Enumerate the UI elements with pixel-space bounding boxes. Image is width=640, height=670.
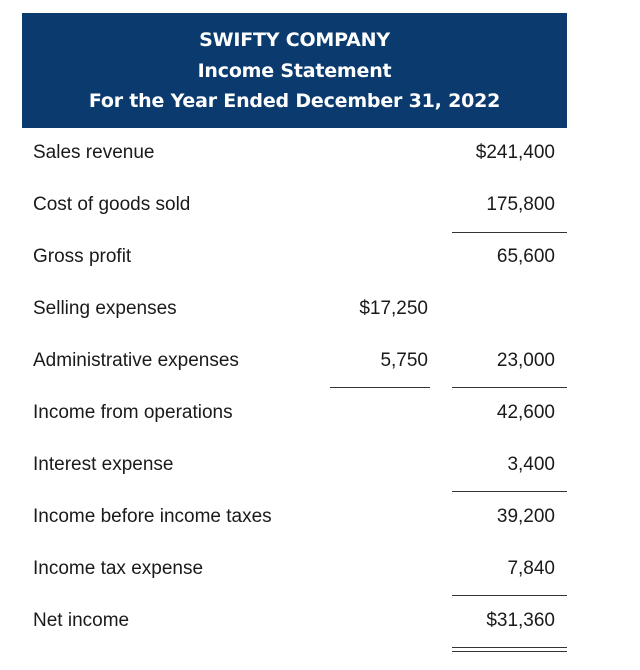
underline-admin-sub <box>330 387 430 388</box>
company-name: SWIFTY COMPANY <box>199 29 390 51</box>
row-gross-profit: Gross profit 65,600 <box>22 232 567 284</box>
statement-header: SWIFTY COMPANY Income Statement For the … <box>22 13 567 128</box>
row-total: 3,400 <box>507 454 555 475</box>
row-total: 23,000 <box>496 350 555 371</box>
row-net-income: Net income $31,360 <box>22 596 567 648</box>
row-income-from-operations: Income from operations 42,600 <box>22 388 567 440</box>
statement-title: Income Statement <box>197 60 392 82</box>
row-income-before-taxes: Income before income taxes 39,200 <box>22 492 567 544</box>
row-label: Administrative expenses <box>33 350 239 371</box>
double-underline-net-income <box>452 647 567 652</box>
row-label: Income before income taxes <box>33 506 272 527</box>
underline-admin-total <box>452 387 567 388</box>
row-total: 42,600 <box>496 402 555 423</box>
underline-interest <box>452 491 567 492</box>
row-label: Net income <box>33 610 130 631</box>
row-income-tax-expense: Income tax expense 7,840 <box>22 544 567 596</box>
row-subamount: $17,250 <box>359 298 428 319</box>
row-interest-expense: Interest expense 3,400 <box>22 440 567 492</box>
row-sales-revenue: Sales revenue $241,400 <box>22 128 567 180</box>
row-total: $241,400 <box>475 142 555 163</box>
row-total: 175,800 <box>486 194 555 215</box>
row-label: Gross profit <box>33 246 132 267</box>
row-label: Income from operations <box>33 402 233 423</box>
underline-tax <box>452 595 567 596</box>
row-label: Sales revenue <box>33 142 155 163</box>
row-subamount: 5,750 <box>380 350 428 371</box>
statement-period: For the Year Ended December 31, 2022 <box>88 90 501 112</box>
row-total: 7,840 <box>507 558 555 579</box>
row-cost-of-goods-sold: Cost of goods sold 175,800 <box>22 180 567 232</box>
row-label: Selling expenses <box>33 298 177 319</box>
row-selling-expenses: Selling expenses $17,250 <box>22 284 567 336</box>
row-label: Cost of goods sold <box>33 194 191 215</box>
underline-cogs <box>452 232 567 233</box>
row-label: Income tax expense <box>33 558 204 579</box>
row-total: $31,360 <box>486 610 555 631</box>
row-label: Interest expense <box>33 454 174 475</box>
row-administrative-expenses: Administrative expenses 5,750 23,000 <box>22 336 567 388</box>
row-total: 39,200 <box>496 506 555 527</box>
income-statement: SWIFTY COMPANY Income Statement For the … <box>22 13 567 663</box>
row-total: 65,600 <box>496 246 555 267</box>
